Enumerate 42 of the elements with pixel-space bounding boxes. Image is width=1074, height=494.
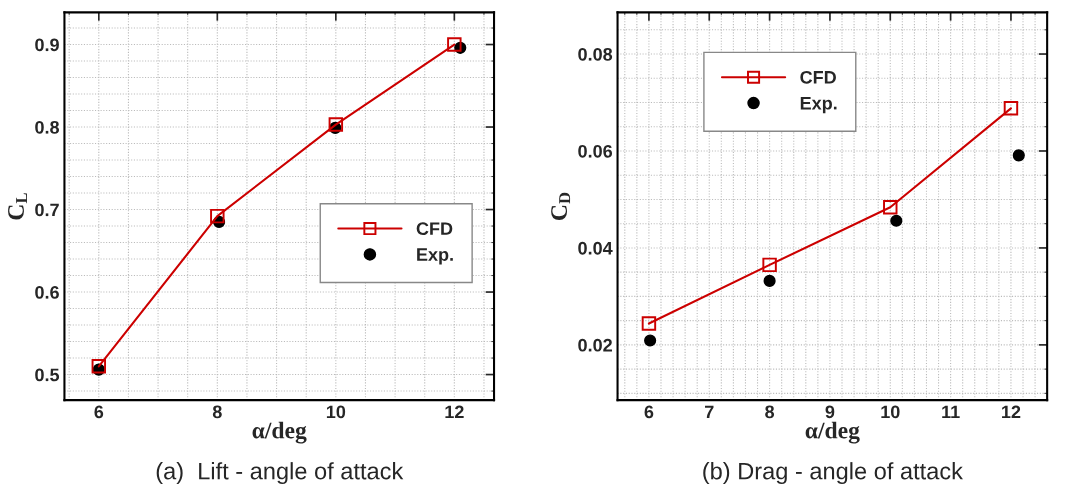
y-tick-label: 0.04 — [578, 241, 613, 255]
text: (a) Lift - angle of attack — [156, 462, 404, 485]
x-tick-label: 9 — [825, 405, 835, 419]
x-tick-label: 10 — [326, 405, 346, 419]
point — [91, 359, 107, 374]
point — [763, 274, 776, 287]
x-axis-title: α/deg — [805, 421, 860, 444]
point — [1012, 149, 1025, 162]
x-axis-title: α/deg — [252, 421, 307, 444]
point — [210, 208, 225, 224]
y-tick-label: 0.08 — [578, 47, 613, 61]
legend-label: Exp. — [417, 248, 453, 265]
y-axis-title: C$_{D}$ — [551, 192, 571, 220]
x-tick-label: 11 — [942, 405, 960, 419]
point — [883, 199, 898, 215]
legend-label: CFD — [416, 222, 453, 236]
legend-label: Exp. — [800, 96, 837, 114]
x-tick-label: 8 — [212, 405, 222, 419]
legend-label: CFD — [800, 70, 836, 84]
y-tick-label: 0.7 — [35, 203, 59, 217]
y-tick-label: 0.6 — [35, 285, 59, 299]
point — [644, 334, 657, 347]
y-tick-label: 0.9 — [35, 38, 59, 52]
x-tick-label: 7 — [705, 405, 714, 419]
point — [641, 316, 657, 331]
y-tick-label: 0.5 — [35, 368, 60, 382]
point — [447, 37, 462, 52]
point — [1003, 101, 1019, 116]
x-tick-label: 8 — [765, 405, 775, 419]
x-tick-label: 12 — [445, 405, 464, 419]
y-tick-label: 0.02 — [578, 338, 612, 352]
text: (b) Drag - angle of attack — [703, 462, 963, 485]
point — [890, 214, 903, 227]
x-tick-label: 10 — [881, 405, 900, 419]
x-tick-label: 6 — [94, 405, 104, 419]
point — [328, 117, 344, 132]
y-tick-label: 0.8 — [35, 120, 60, 134]
y-tick-label: 0.06 — [578, 144, 613, 158]
y-axis-title: C$_{L}$ — [8, 193, 27, 220]
x-tick-label: 6 — [644, 405, 654, 419]
x-tick-label: 12 — [1002, 405, 1021, 419]
point — [762, 257, 777, 273]
